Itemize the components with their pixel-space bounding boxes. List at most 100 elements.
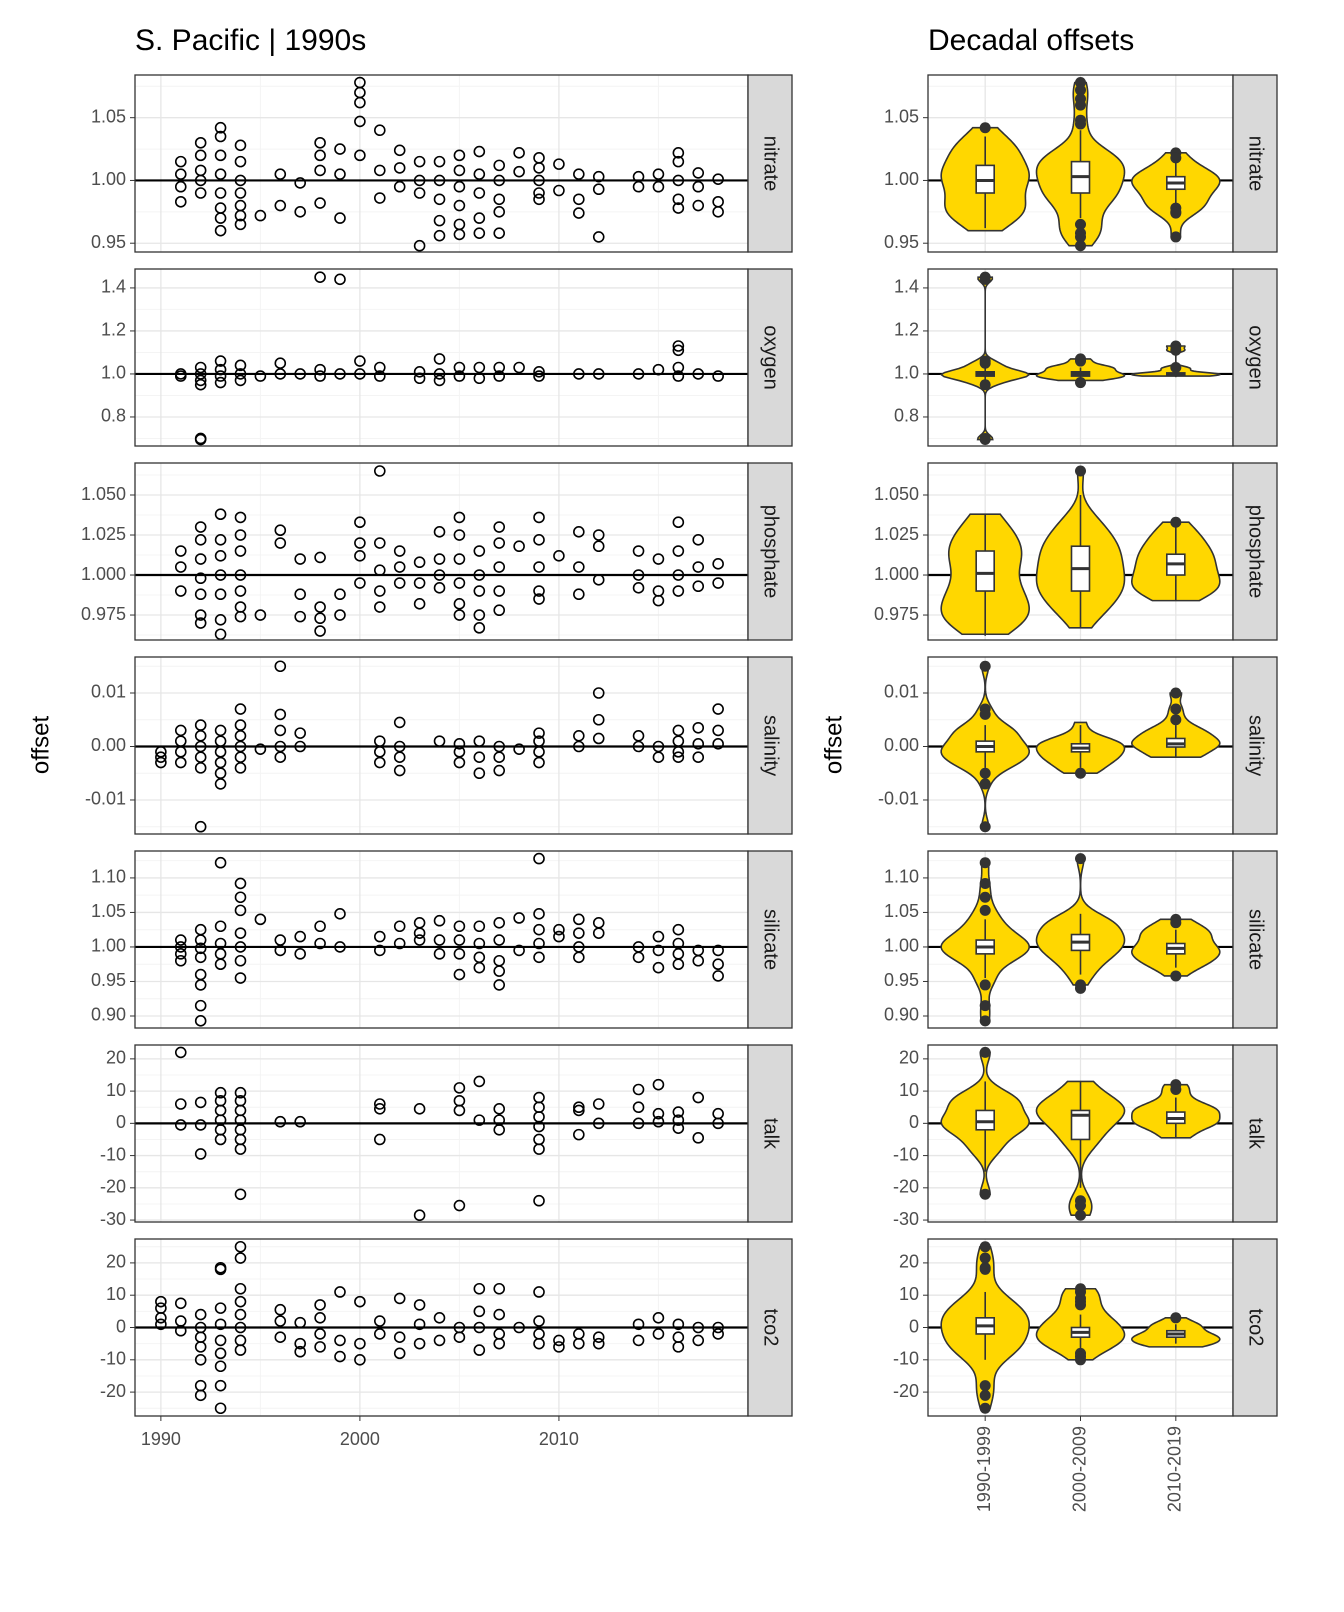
outlier — [1170, 1083, 1182, 1095]
y-tick-label: 1.4 — [894, 277, 919, 297]
point — [314, 1328, 326, 1340]
point — [393, 716, 406, 729]
outlier — [1075, 99, 1086, 111]
point — [453, 738, 466, 750]
point — [374, 1328, 386, 1340]
point — [692, 199, 705, 212]
point — [592, 1337, 605, 1350]
x-tick-label: 2010-2019 — [1165, 1426, 1185, 1512]
y-tick-label: 1.0 — [894, 363, 919, 383]
point — [334, 143, 346, 155]
y-tick-label: -20 — [100, 1381, 126, 1401]
point — [672, 1114, 685, 1126]
point — [632, 1117, 645, 1130]
point — [453, 934, 466, 946]
point — [632, 1318, 645, 1331]
point — [712, 206, 724, 218]
point — [194, 617, 207, 629]
strip-label: talk — [760, 1118, 782, 1150]
y-tick-label: 0 — [116, 1316, 126, 1336]
point — [672, 147, 685, 159]
point — [493, 227, 506, 239]
point — [234, 368, 247, 380]
point — [712, 1328, 724, 1340]
box — [1070, 1109, 1091, 1141]
point — [194, 378, 207, 391]
point — [533, 756, 545, 769]
point — [294, 948, 306, 960]
point — [294, 206, 306, 218]
point — [692, 167, 705, 179]
point — [274, 537, 287, 549]
point — [692, 561, 705, 573]
point — [513, 944, 525, 957]
y-tick-label: 0.975 — [81, 604, 126, 624]
strip — [1232, 1238, 1278, 1417]
y-tick-label: 1.000 — [874, 564, 919, 584]
point — [214, 355, 227, 367]
outlier — [979, 778, 991, 790]
y-tick-label: 1.05 — [884, 106, 919, 126]
y-tick-label: 1.000 — [81, 564, 126, 584]
point — [473, 937, 486, 950]
point — [314, 363, 326, 376]
point — [214, 569, 227, 581]
point — [314, 370, 326, 382]
y-tick-label: -20 — [100, 1177, 126, 1197]
point — [314, 271, 326, 283]
y-tick-label: 0.90 — [91, 1005, 126, 1025]
point — [692, 954, 705, 967]
outlier — [979, 1241, 991, 1253]
y-tick-label: 0.8 — [101, 406, 126, 426]
y-tick-label: 0.975 — [874, 604, 919, 624]
point — [692, 580, 705, 593]
strip-label: silicate — [1245, 909, 1267, 970]
point — [592, 170, 605, 183]
outlier — [1075, 1354, 1086, 1366]
point — [374, 465, 386, 477]
point — [592, 231, 605, 243]
point — [294, 368, 306, 380]
point — [533, 951, 545, 964]
point — [294, 1345, 306, 1358]
point — [413, 155, 426, 168]
point — [652, 751, 665, 763]
y-tick-label: 1.10 — [884, 867, 919, 887]
point — [314, 1299, 326, 1311]
point — [214, 168, 227, 180]
point — [533, 727, 545, 739]
outlier — [979, 1402, 991, 1414]
y-tick-label: 1.05 — [91, 106, 126, 126]
y-tick-label: 0.95 — [91, 232, 126, 252]
point — [354, 537, 366, 549]
y-tick-label: 0.90 — [884, 1005, 919, 1025]
point — [194, 374, 207, 387]
point — [433, 526, 446, 538]
point — [672, 1106, 685, 1118]
point — [453, 1104, 466, 1117]
point — [473, 227, 486, 239]
point — [652, 363, 665, 376]
point — [194, 433, 207, 446]
point — [453, 756, 466, 769]
point — [672, 1122, 685, 1134]
point — [155, 1295, 167, 1308]
y-tick-label: 1.00 — [884, 169, 919, 189]
y-tick-label: 20 — [106, 1252, 126, 1272]
point — [672, 751, 685, 763]
point — [533, 908, 545, 920]
point — [234, 941, 247, 953]
point — [493, 206, 506, 218]
point — [533, 923, 545, 936]
point — [533, 937, 545, 950]
point — [473, 1344, 486, 1356]
point — [473, 622, 486, 634]
point — [473, 1075, 486, 1088]
point — [493, 193, 506, 206]
point — [573, 526, 585, 538]
point — [473, 1305, 486, 1318]
point — [513, 743, 525, 755]
y-tick-label: 10 — [106, 1284, 126, 1304]
point — [573, 1128, 585, 1141]
point — [234, 585, 247, 597]
